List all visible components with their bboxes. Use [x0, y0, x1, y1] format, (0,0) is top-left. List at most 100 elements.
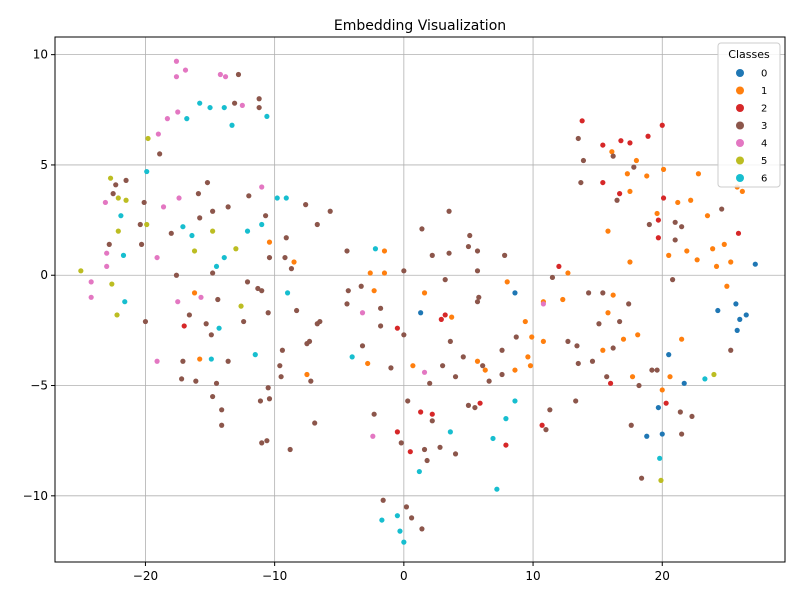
data-point [88, 279, 94, 285]
data-point [713, 263, 720, 270]
data-point [494, 486, 500, 492]
data-point [666, 252, 672, 258]
data-point [734, 327, 740, 333]
data-point [189, 232, 195, 239]
data-point [416, 468, 422, 475]
data-point [208, 332, 214, 338]
data-point [259, 221, 265, 228]
data-point [155, 131, 161, 137]
data-point [265, 310, 271, 316]
series-3 [106, 71, 734, 532]
data-point [239, 102, 245, 108]
data-point [618, 138, 624, 144]
legend-label: 3 [761, 121, 767, 132]
data-point [221, 104, 227, 111]
data-point [180, 224, 186, 230]
data-point [660, 166, 667, 172]
data-point [679, 224, 685, 230]
data-point [677, 409, 683, 415]
data-point [344, 248, 350, 254]
data-point [179, 376, 185, 382]
legend-label: 5 [761, 156, 767, 167]
data-point [210, 228, 216, 234]
data-point [446, 208, 452, 214]
data-point [624, 171, 630, 177]
data-point [303, 202, 309, 208]
data-point [173, 272, 180, 278]
data-point [235, 71, 242, 78]
data-point [394, 513, 400, 519]
data-point [482, 367, 488, 373]
data-point [381, 270, 388, 276]
data-point [666, 352, 672, 358]
data-point [380, 497, 386, 503]
data-point [721, 241, 727, 247]
data-point [104, 263, 110, 270]
legend-marker [736, 104, 744, 112]
data-point [123, 177, 129, 183]
data-point [474, 299, 481, 305]
data-point [474, 268, 481, 274]
data-point [628, 422, 634, 428]
data-point [394, 325, 400, 331]
data-point [252, 352, 258, 358]
data-point [277, 363, 283, 369]
data-point [314, 221, 320, 228]
data-point [719, 206, 725, 212]
data-point [279, 347, 285, 353]
data-point [610, 153, 616, 159]
data-point [474, 358, 481, 364]
x-tick-label: −10 [262, 569, 287, 583]
data-point [490, 435, 496, 442]
data-point [660, 195, 667, 201]
data-point [669, 277, 676, 283]
data-point [620, 336, 627, 342]
data-point [465, 402, 472, 408]
data-point [210, 393, 216, 400]
y-axis: −10 −5 0 5 10 [23, 48, 55, 503]
data-point [684, 248, 690, 254]
data-point [244, 228, 251, 234]
data-point [210, 270, 216, 276]
data-point [379, 517, 385, 523]
data-point [503, 416, 509, 422]
data-point [114, 312, 120, 318]
legend[interactable]: Classes 0 1 2 3 4 5 6 [717, 42, 781, 188]
data-point [589, 358, 596, 364]
data-point [197, 100, 203, 106]
data-point [410, 363, 416, 369]
data-point [144, 168, 150, 175]
data-point [667, 374, 673, 380]
data-point [259, 440, 265, 446]
data-point [503, 442, 509, 448]
data-point [288, 266, 295, 272]
chart-title: Embedding Visualization [334, 18, 506, 34]
data-point [291, 259, 297, 265]
data-point [610, 345, 616, 351]
data-point [259, 288, 265, 294]
data-point [688, 197, 694, 203]
data-point [575, 360, 581, 367]
data-point [659, 431, 665, 437]
data-point [115, 228, 121, 234]
legend-box [717, 42, 781, 188]
x-axis: −20 −10 0 10 20 [133, 562, 670, 583]
legend-label: 1 [761, 86, 767, 97]
data-point [198, 294, 204, 300]
data-point [160, 204, 167, 210]
data-point [646, 221, 652, 228]
x-tick-label: −20 [133, 569, 158, 583]
data-point [565, 270, 571, 276]
data-point [256, 104, 262, 111]
data-point [345, 288, 351, 294]
data-point [217, 71, 223, 78]
data-point [743, 312, 749, 318]
data-point [180, 358, 186, 364]
data-point [427, 380, 433, 386]
legend-marker [736, 139, 744, 147]
data-point [418, 409, 424, 415]
data-point [394, 429, 400, 435]
y-tick-label: 10 [33, 48, 48, 62]
data-point [419, 226, 425, 232]
data-point [197, 215, 203, 221]
